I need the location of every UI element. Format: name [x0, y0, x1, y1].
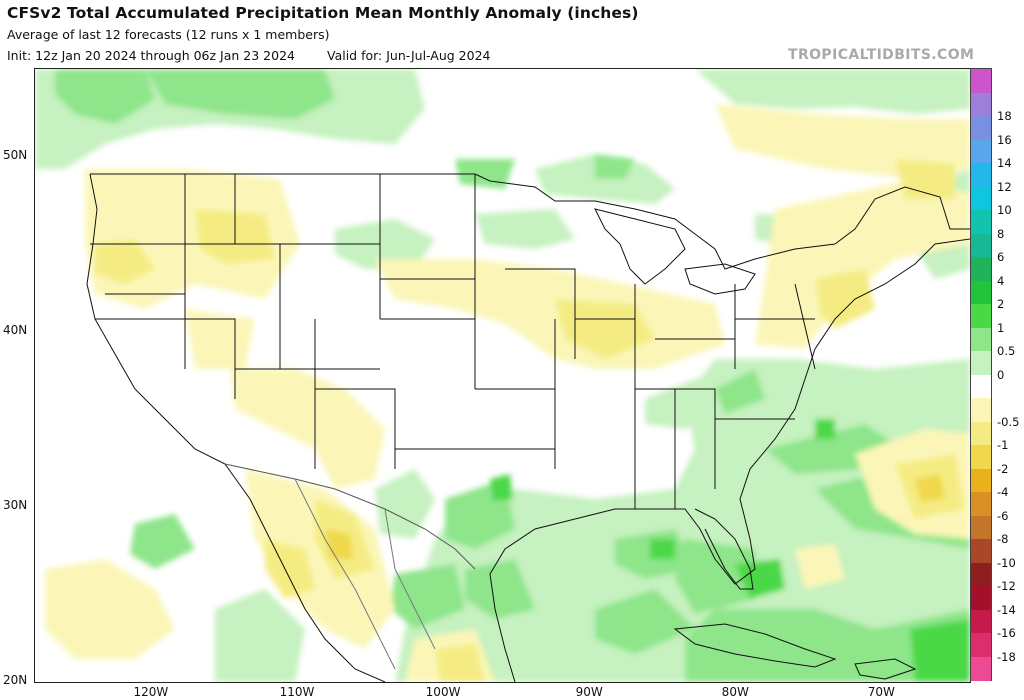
- colorbar-segment: [971, 92, 991, 117]
- colorbar-segment: [971, 304, 991, 328]
- init-valid-line: Init: 12z Jan 20 2024 through 06z Jan 23…: [7, 48, 490, 63]
- colorbar-segment: [971, 562, 991, 587]
- colorbar-tick-label: -1: [997, 438, 1009, 452]
- colorbar-tick-label: 18: [997, 109, 1012, 123]
- latitude-label: 30N: [3, 497, 28, 512]
- colorbar-segment: [971, 468, 991, 493]
- init-text: Init: 12z Jan 20 2024 through 06z Jan 23…: [7, 48, 295, 63]
- longitude-label: 110W: [279, 685, 315, 699]
- colorbar-tick-label: -18: [997, 649, 1016, 664]
- colorbar-tick-label: -2: [997, 461, 1009, 476]
- colorbar-tick-label: -10: [997, 555, 1016, 570]
- colorbar-tick-label: -14: [997, 602, 1016, 617]
- colorbar-segment: [971, 374, 991, 399]
- colorbar-segment: [971, 210, 991, 234]
- longitude-label: 120W: [133, 685, 169, 699]
- colorbar-tick-label: 0.5: [997, 344, 1016, 358]
- colorbar-tick-label: -8: [997, 532, 1009, 546]
- colorbar-segment: [971, 633, 991, 657]
- colorbar-segment: [971, 351, 991, 375]
- map-title: CFSv2 Total Accumulated Precipitation Me…: [7, 4, 639, 22]
- colorbar-tick-label: -0.5: [997, 414, 1020, 429]
- colorbar-segment: [971, 421, 991, 446]
- boundary-lines: [86, 173, 970, 682]
- colorbar-tick-label: 2: [997, 297, 1005, 311]
- colorbar-tick-label: 4: [997, 273, 1005, 288]
- colorbar-segment: [971, 327, 991, 352]
- map-subtitle: Average of last 12 forecasts (12 runs x …: [7, 27, 330, 42]
- colorbar-tick-label: 0: [997, 367, 1005, 382]
- colorbar-tick-label: 1: [997, 320, 1005, 335]
- map-canvas: [35, 69, 970, 682]
- colorbar-segment: [971, 445, 991, 469]
- colorbar-tick-label: 16: [997, 132, 1012, 147]
- longitude-label: 70W: [867, 685, 895, 699]
- colorbar-segment: [971, 233, 991, 258]
- precipitation-map[interactable]: [34, 68, 971, 683]
- colorbar-tick-label: -16: [997, 626, 1016, 640]
- longitude-label: 100W: [425, 685, 461, 699]
- colorbar-segment: [971, 116, 991, 140]
- colorbar-tick-label: 12: [997, 179, 1012, 194]
- brand-watermark: TROPICALTIDBITS.COM: [788, 47, 975, 63]
- longitude-label: 90W: [575, 685, 603, 699]
- colorbar-segment: [971, 257, 991, 281]
- latitude-label: 40N: [3, 322, 28, 337]
- colorbar-segment: [971, 539, 991, 563]
- colorbar-segment: [971, 139, 991, 164]
- colorbar-segment: [971, 163, 991, 187]
- colorbar-segment: [971, 398, 991, 422]
- colorbar-tick-label: 8: [997, 226, 1005, 241]
- colorbar-segment: [971, 69, 991, 93]
- colorbar-segment: [971, 515, 991, 540]
- latitude-label: 20N: [3, 673, 28, 687]
- colorbar-segment: [971, 586, 991, 610]
- latitude-label: 50N: [3, 147, 28, 162]
- colorbar-tick-label: -4: [997, 485, 1009, 499]
- colorbar-segment: [971, 280, 991, 305]
- colorbar-tick-label: 10: [997, 203, 1012, 217]
- colorbar-tick-label: -6: [997, 508, 1009, 523]
- anomaly-field: [35, 69, 970, 682]
- colorbar-tick-label: 6: [997, 250, 1005, 264]
- valid-text: Valid for: Jun-Jul-Aug 2024: [326, 48, 491, 63]
- colorbar-segment: [971, 492, 991, 516]
- colorbar-segment: [971, 609, 991, 634]
- longitude-label: 80W: [721, 685, 749, 699]
- colorbar-tick-label: -12: [997, 579, 1016, 593]
- colorbar-segment: [971, 656, 991, 681]
- colorbar-segment: [971, 186, 991, 211]
- colorbar-tick-label: 14: [997, 156, 1012, 170]
- colorbar: [970, 68, 992, 681]
